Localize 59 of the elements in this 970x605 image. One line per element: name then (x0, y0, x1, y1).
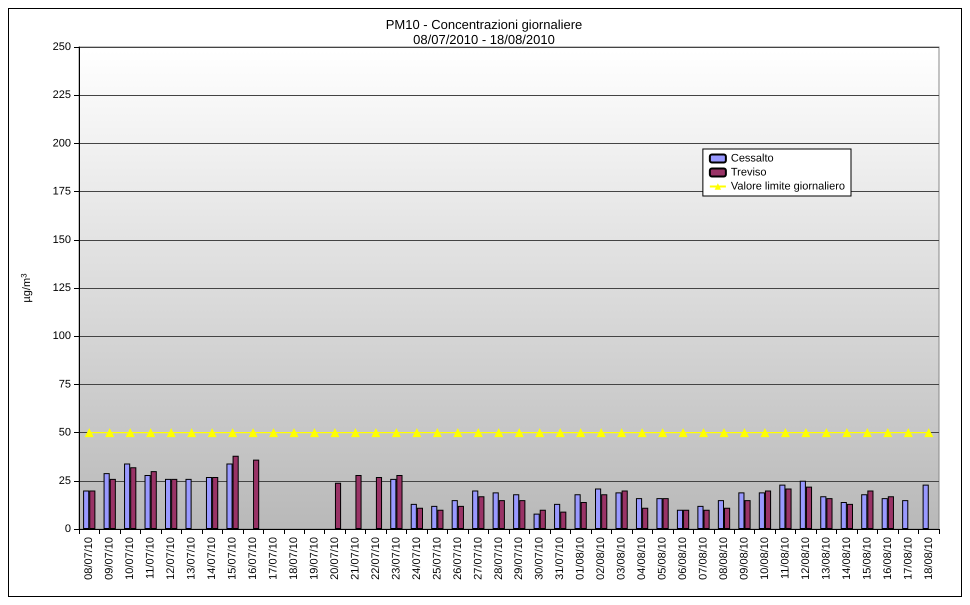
x-tick-label: 06/08/10 (677, 537, 690, 580)
x-tick-label: 10/07/10 (124, 537, 136, 580)
x-tick-label: 25/07/10 (431, 537, 444, 580)
x-tick-label: 18/08/10 (922, 537, 935, 580)
x-tick-label: 27/07/10 (472, 537, 484, 580)
x-tick-label: 13/07/10 (186, 537, 198, 580)
x-tick-label: 26/07/10 (452, 537, 464, 580)
y-tick-label: 250 (52, 41, 71, 53)
x-tick-label: 17/07/10 (268, 537, 280, 580)
x-tick-label: 07/08/10 (698, 537, 710, 580)
chart-subtitle: 08/07/2010 - 18/08/2010 (413, 32, 555, 47)
x-tick-label: 28/07/10 (492, 537, 505, 580)
x-tick-label: 14/07/10 (206, 537, 218, 580)
y-tick-label: 225 (52, 89, 71, 102)
x-tick-label: 03/08/10 (616, 537, 628, 580)
x-tick-label: 10/08/10 (758, 537, 771, 580)
x-tick-label: 30/07/10 (534, 537, 546, 580)
x-tick-label: 16/07/10 (247, 537, 260, 580)
x-tick-label: 16/08/10 (882, 537, 894, 580)
x-tick-label: 04/08/10 (636, 537, 648, 580)
legend-label: Cessalto (730, 152, 774, 164)
x-tick-label: 23/07/10 (390, 537, 402, 580)
y-axis-title: µg/m3 (20, 272, 33, 303)
y-tick-label: 100 (52, 330, 71, 342)
x-tick-label: 08/08/10 (718, 537, 730, 580)
x-tick-label: 29/07/10 (513, 537, 526, 580)
x-tick-label: 12/08/10 (800, 537, 812, 580)
x-tick-label: 09/07/10 (104, 537, 116, 580)
x-tick-label: 18/07/10 (288, 537, 300, 580)
x-tick-label: 22/07/10 (370, 537, 382, 580)
x-tick-label: 09/08/10 (738, 537, 750, 580)
x-tick-label: 20/07/10 (328, 537, 341, 580)
x-tick-label: 15/08/10 (861, 537, 874, 580)
x-tick-label: 17/08/10 (902, 537, 914, 580)
x-tick-label: 21/07/10 (349, 537, 362, 580)
y-tick-label: 150 (52, 234, 71, 246)
y-tick-label: 50 (58, 426, 71, 439)
x-tick-label: 01/08/10 (574, 537, 587, 580)
legend-label: Treviso (730, 166, 767, 178)
x-tick-label: 02/08/10 (595, 537, 608, 580)
x-tick-label: 11/08/10 (779, 537, 792, 580)
x-tick-label: 24/07/10 (410, 537, 423, 580)
y-tick-label: 200 (52, 137, 71, 150)
x-tick-label: 14/08/10 (840, 537, 853, 580)
x-tick-label: 31/07/10 (554, 537, 566, 580)
y-tick-label: 25 (58, 474, 71, 487)
x-tick-label: 08/07/10 (83, 537, 96, 580)
y-tick-label: 0 (64, 523, 71, 535)
legend-label: Valore limite giornaliero (730, 180, 845, 192)
x-tick-label: 12/07/10 (165, 537, 178, 580)
chart-title: PM10 - Concentrazioni giornaliere (386, 17, 582, 32)
y-tick-label: 125 (52, 282, 71, 294)
y-tick-label: 75 (58, 378, 71, 390)
x-tick-label: 11/07/10 (144, 537, 157, 580)
x-tick-label: 19/07/10 (308, 537, 320, 580)
y-tick-label: 175 (52, 186, 71, 198)
x-tick-label: 13/08/10 (820, 537, 832, 580)
x-tick-label: 05/08/10 (656, 537, 669, 580)
x-tick-label: 15/07/10 (226, 537, 239, 580)
